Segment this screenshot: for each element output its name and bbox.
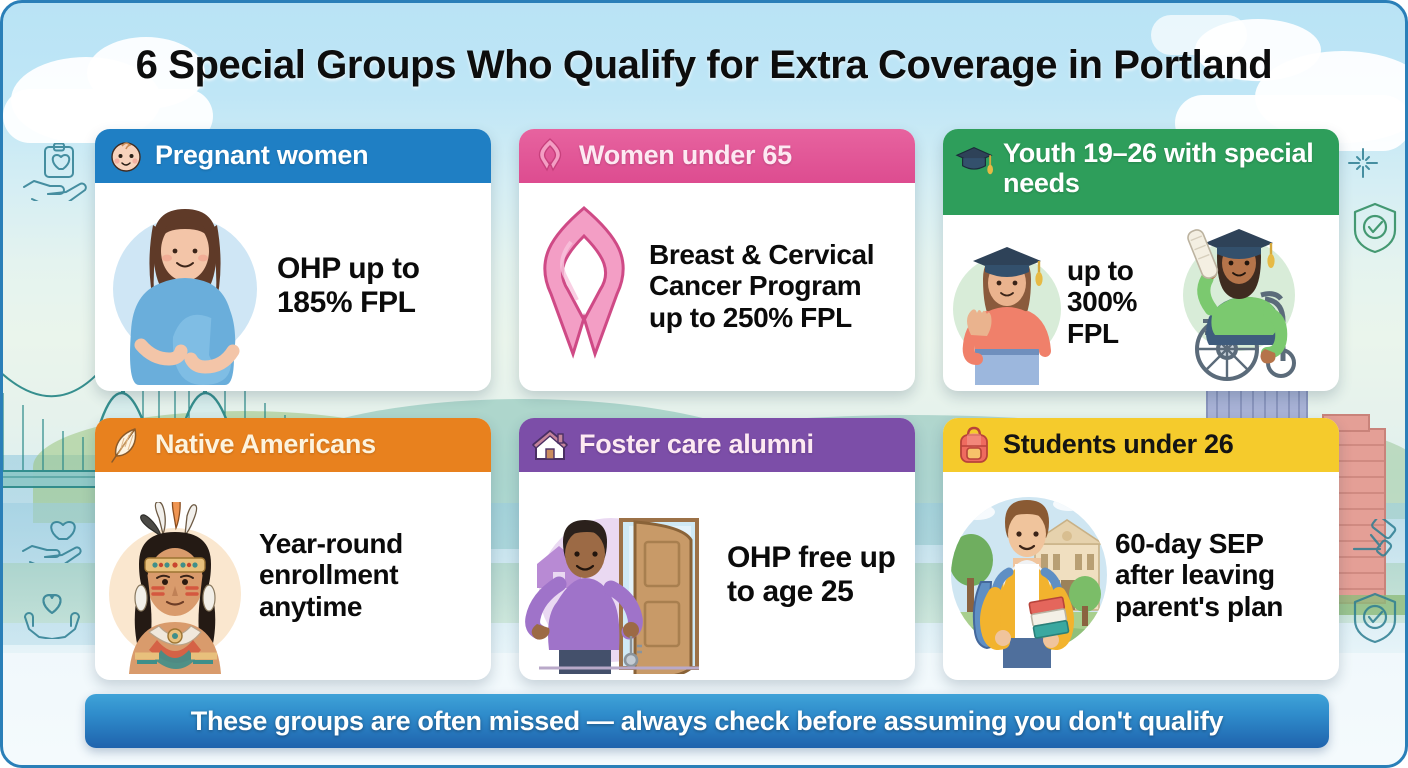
graduation-cap-icon <box>955 141 993 179</box>
card-body-text: OHP up to 185% FPL <box>277 252 420 319</box>
card-students-under-26[interactable]: Students under 26 <box>943 418 1339 680</box>
student-on-campus-illustration <box>949 482 1109 668</box>
card-header-label: Women under 65 <box>579 140 792 171</box>
card-header-label: Youth 19–26 with special needs <box>1003 138 1314 198</box>
card-body: 60-day SEP after leaving parent's plan <box>943 472 1339 680</box>
clipboard-heart-in-hand-icon <box>23 143 87 201</box>
card-header: Youth 19–26 with special needs <box>943 129 1339 215</box>
card-youth-special-needs[interactable]: Youth 19–26 with special needs <box>943 129 1339 391</box>
card-header-label: Pregnant women <box>155 140 369 171</box>
person-with-open-door-illustration <box>525 498 721 674</box>
pink-ribbon-illustration <box>525 202 643 370</box>
card-women-under-65[interactable]: Women under 65 Breast & Cervical Cancer … <box>519 129 915 391</box>
card-pregnant-women[interactable]: Pregnant women <box>95 129 491 391</box>
card-body-text: up to 300% FPL <box>1067 254 1138 349</box>
card-body: OHP free up to age 25 <box>519 472 915 680</box>
card-body-text: Year-round enrollment anytime <box>259 527 403 622</box>
card-header-label: Foster care alumni <box>579 429 814 460</box>
student-in-wheelchair-illustration <box>1169 215 1319 385</box>
card-body: OHP up to 185% FPL <box>95 183 491 391</box>
backpack-icon <box>955 426 993 464</box>
card-body-text: 60-day SEP after leaving parent's plan <box>1115 527 1283 622</box>
card-grid: Pregnant women <box>95 129 1339 680</box>
heart-in-hand-icon <box>22 521 82 563</box>
card-header-label: Students under 26 <box>1003 429 1234 460</box>
card-body: up to 300% FPL <box>943 215 1339 391</box>
shield-check-icon <box>1353 592 1397 644</box>
graduating-students-illustration <box>949 225 1061 385</box>
shield-check-icon <box>1353 202 1397 254</box>
card-body-text: Breast & Cervical Cancer Program up to 2… <box>649 238 875 333</box>
card-header-label: Native Americans <box>155 429 376 460</box>
footer-note-banner: These groups are often missed — always c… <box>85 694 1329 748</box>
card-body-text: OHP free up to age 25 <box>727 541 896 608</box>
heart-in-two-hands-icon <box>24 594 80 639</box>
card-header: Pregnant women <box>95 129 491 183</box>
card-header: Native Americans <box>95 418 491 472</box>
native-american-portrait-illustration <box>101 502 253 674</box>
house-icon <box>531 426 569 464</box>
pregnant-woman-illustration <box>101 193 271 385</box>
baby-face-icon <box>107 137 145 175</box>
footer-note-text: These groups are often missed — always c… <box>190 705 1224 736</box>
books-stack <box>1028 596 1070 639</box>
gavel-icon <box>1352 519 1397 557</box>
page-title: 6 Special Groups Who Qualify for Extra C… <box>135 43 1273 87</box>
card-header: Women under 65 <box>519 129 915 183</box>
card-header: Foster care alumni <box>519 418 915 472</box>
card-body: Year-round enrollment anytime <box>95 472 491 680</box>
card-foster-care-alumni[interactable]: Foster care alumni <box>519 418 915 680</box>
medical-cross-sparkle-icon <box>1348 148 1378 178</box>
card-header: Students under 26 <box>943 418 1339 472</box>
card-native-americans[interactable]: Native Americans <box>95 418 491 680</box>
pink-ribbon-icon <box>531 137 569 175</box>
feather-icon <box>107 426 145 464</box>
card-body: Breast & Cervical Cancer Program up to 2… <box>519 183 915 391</box>
